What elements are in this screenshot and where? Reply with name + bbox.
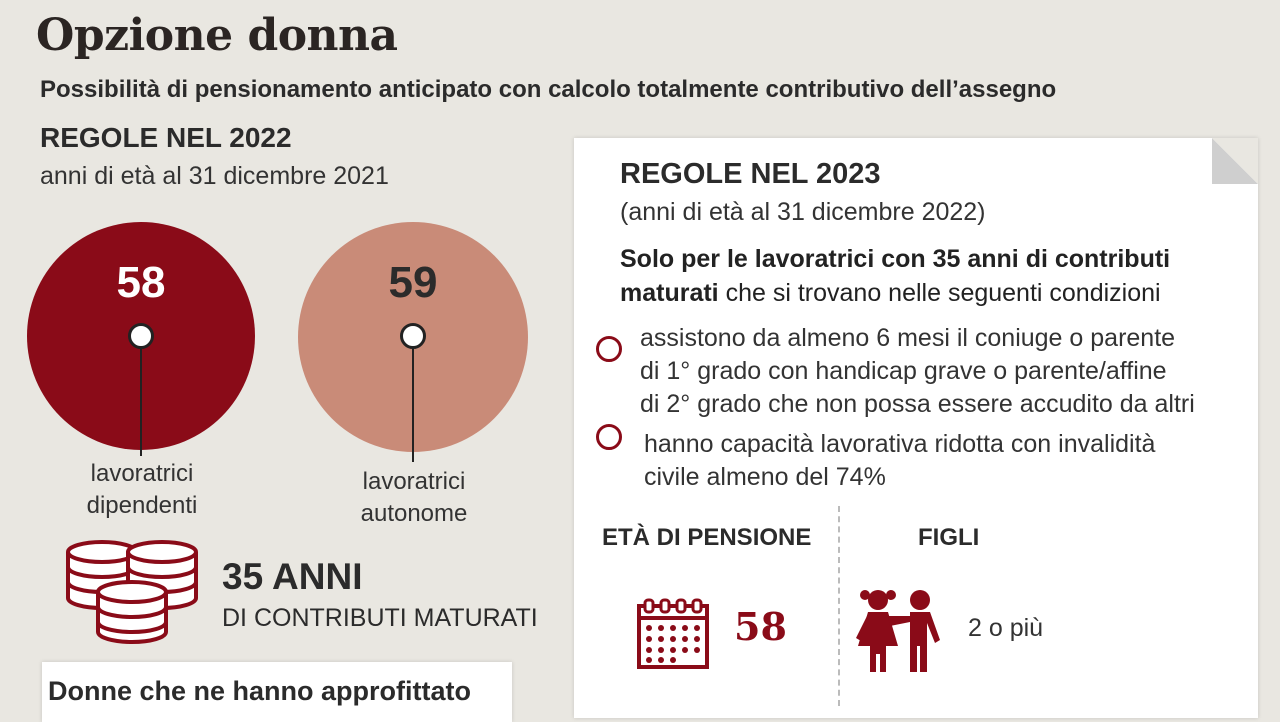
autonome-label: lavoratrici autonome xyxy=(332,466,496,530)
column-divider xyxy=(838,506,840,706)
figli-value: 2 o più xyxy=(968,614,1044,642)
condition-1: assistono da almeno 6 mesi il coniuge o … xyxy=(640,322,1240,421)
coins-stack-icon xyxy=(66,540,198,644)
condition-bullet-1 xyxy=(596,336,622,362)
condition-bullet-2 xyxy=(596,424,622,450)
rules-2023-heading: REGOLE NEL 2023 xyxy=(620,158,881,190)
children-icon xyxy=(856,590,940,672)
condition-1-line3: di 2° grado che non possa essere accudit… xyxy=(640,390,1195,418)
calendar-icon xyxy=(637,598,709,669)
autonome-label-line1: lavoratrici xyxy=(362,468,466,495)
condition-1-line2: di 1° grado con handicap grave o parente… xyxy=(640,357,1167,385)
condition-2-line2: civile almeno del 74% xyxy=(644,463,886,491)
eta-value: 58 xyxy=(734,604,787,649)
dipendenti-label: lavoratrici dipendenti xyxy=(60,458,224,522)
page-title: Opzione donna xyxy=(36,10,398,61)
dipendenti-label-line2: dipendenti xyxy=(86,492,198,519)
contrib-years: 35 ANNI xyxy=(222,556,363,597)
autonome-age: 59 xyxy=(388,258,438,307)
dipendenti-label-line1: lavoratrici xyxy=(90,460,194,487)
autonome-marker xyxy=(400,323,426,349)
dipendenti-connector xyxy=(140,336,142,456)
intro-rest: che si trovano nelle seguenti condizioni xyxy=(718,279,1161,307)
dipendenti-marker xyxy=(128,323,154,349)
contrib-label: DI CONTRIBUTI MATURATI xyxy=(222,604,538,632)
approfittato-title: Donne che ne hanno approfittato xyxy=(48,676,471,706)
autonome-label-line2: autonome xyxy=(360,500,468,527)
rules-2022-heading: REGOLE NEL 2022 xyxy=(40,122,292,153)
condition-1-line1: assistono da almeno 6 mesi il coniuge o … xyxy=(640,324,1176,352)
eta-header: ETÀ DI PENSIONE xyxy=(602,524,812,551)
autonome-connector xyxy=(412,336,414,462)
figli-header: FIGLI xyxy=(918,524,980,551)
dipendenti-age: 58 xyxy=(116,258,166,307)
intro-bold: Solo per le lavoratrici con 35 anni di c… xyxy=(620,245,1171,307)
condition-2: hanno capacità lavorativa ridotta con in… xyxy=(644,428,1240,494)
rules-2023-intro: Solo per le lavoratrici con 35 anni di c… xyxy=(620,242,1240,310)
rules-2022-subheading: anni di età al 31 dicembre 2021 xyxy=(40,162,389,190)
folded-corner-icon xyxy=(1212,138,1258,184)
rules-2023-subheading: (anni di età al 31 dicembre 2022) xyxy=(620,198,986,226)
page-subtitle: Possibilità di pensionamento anticipato … xyxy=(40,76,1057,103)
condition-2-line1: hanno capacità lavorativa ridotta con in… xyxy=(644,430,1156,458)
